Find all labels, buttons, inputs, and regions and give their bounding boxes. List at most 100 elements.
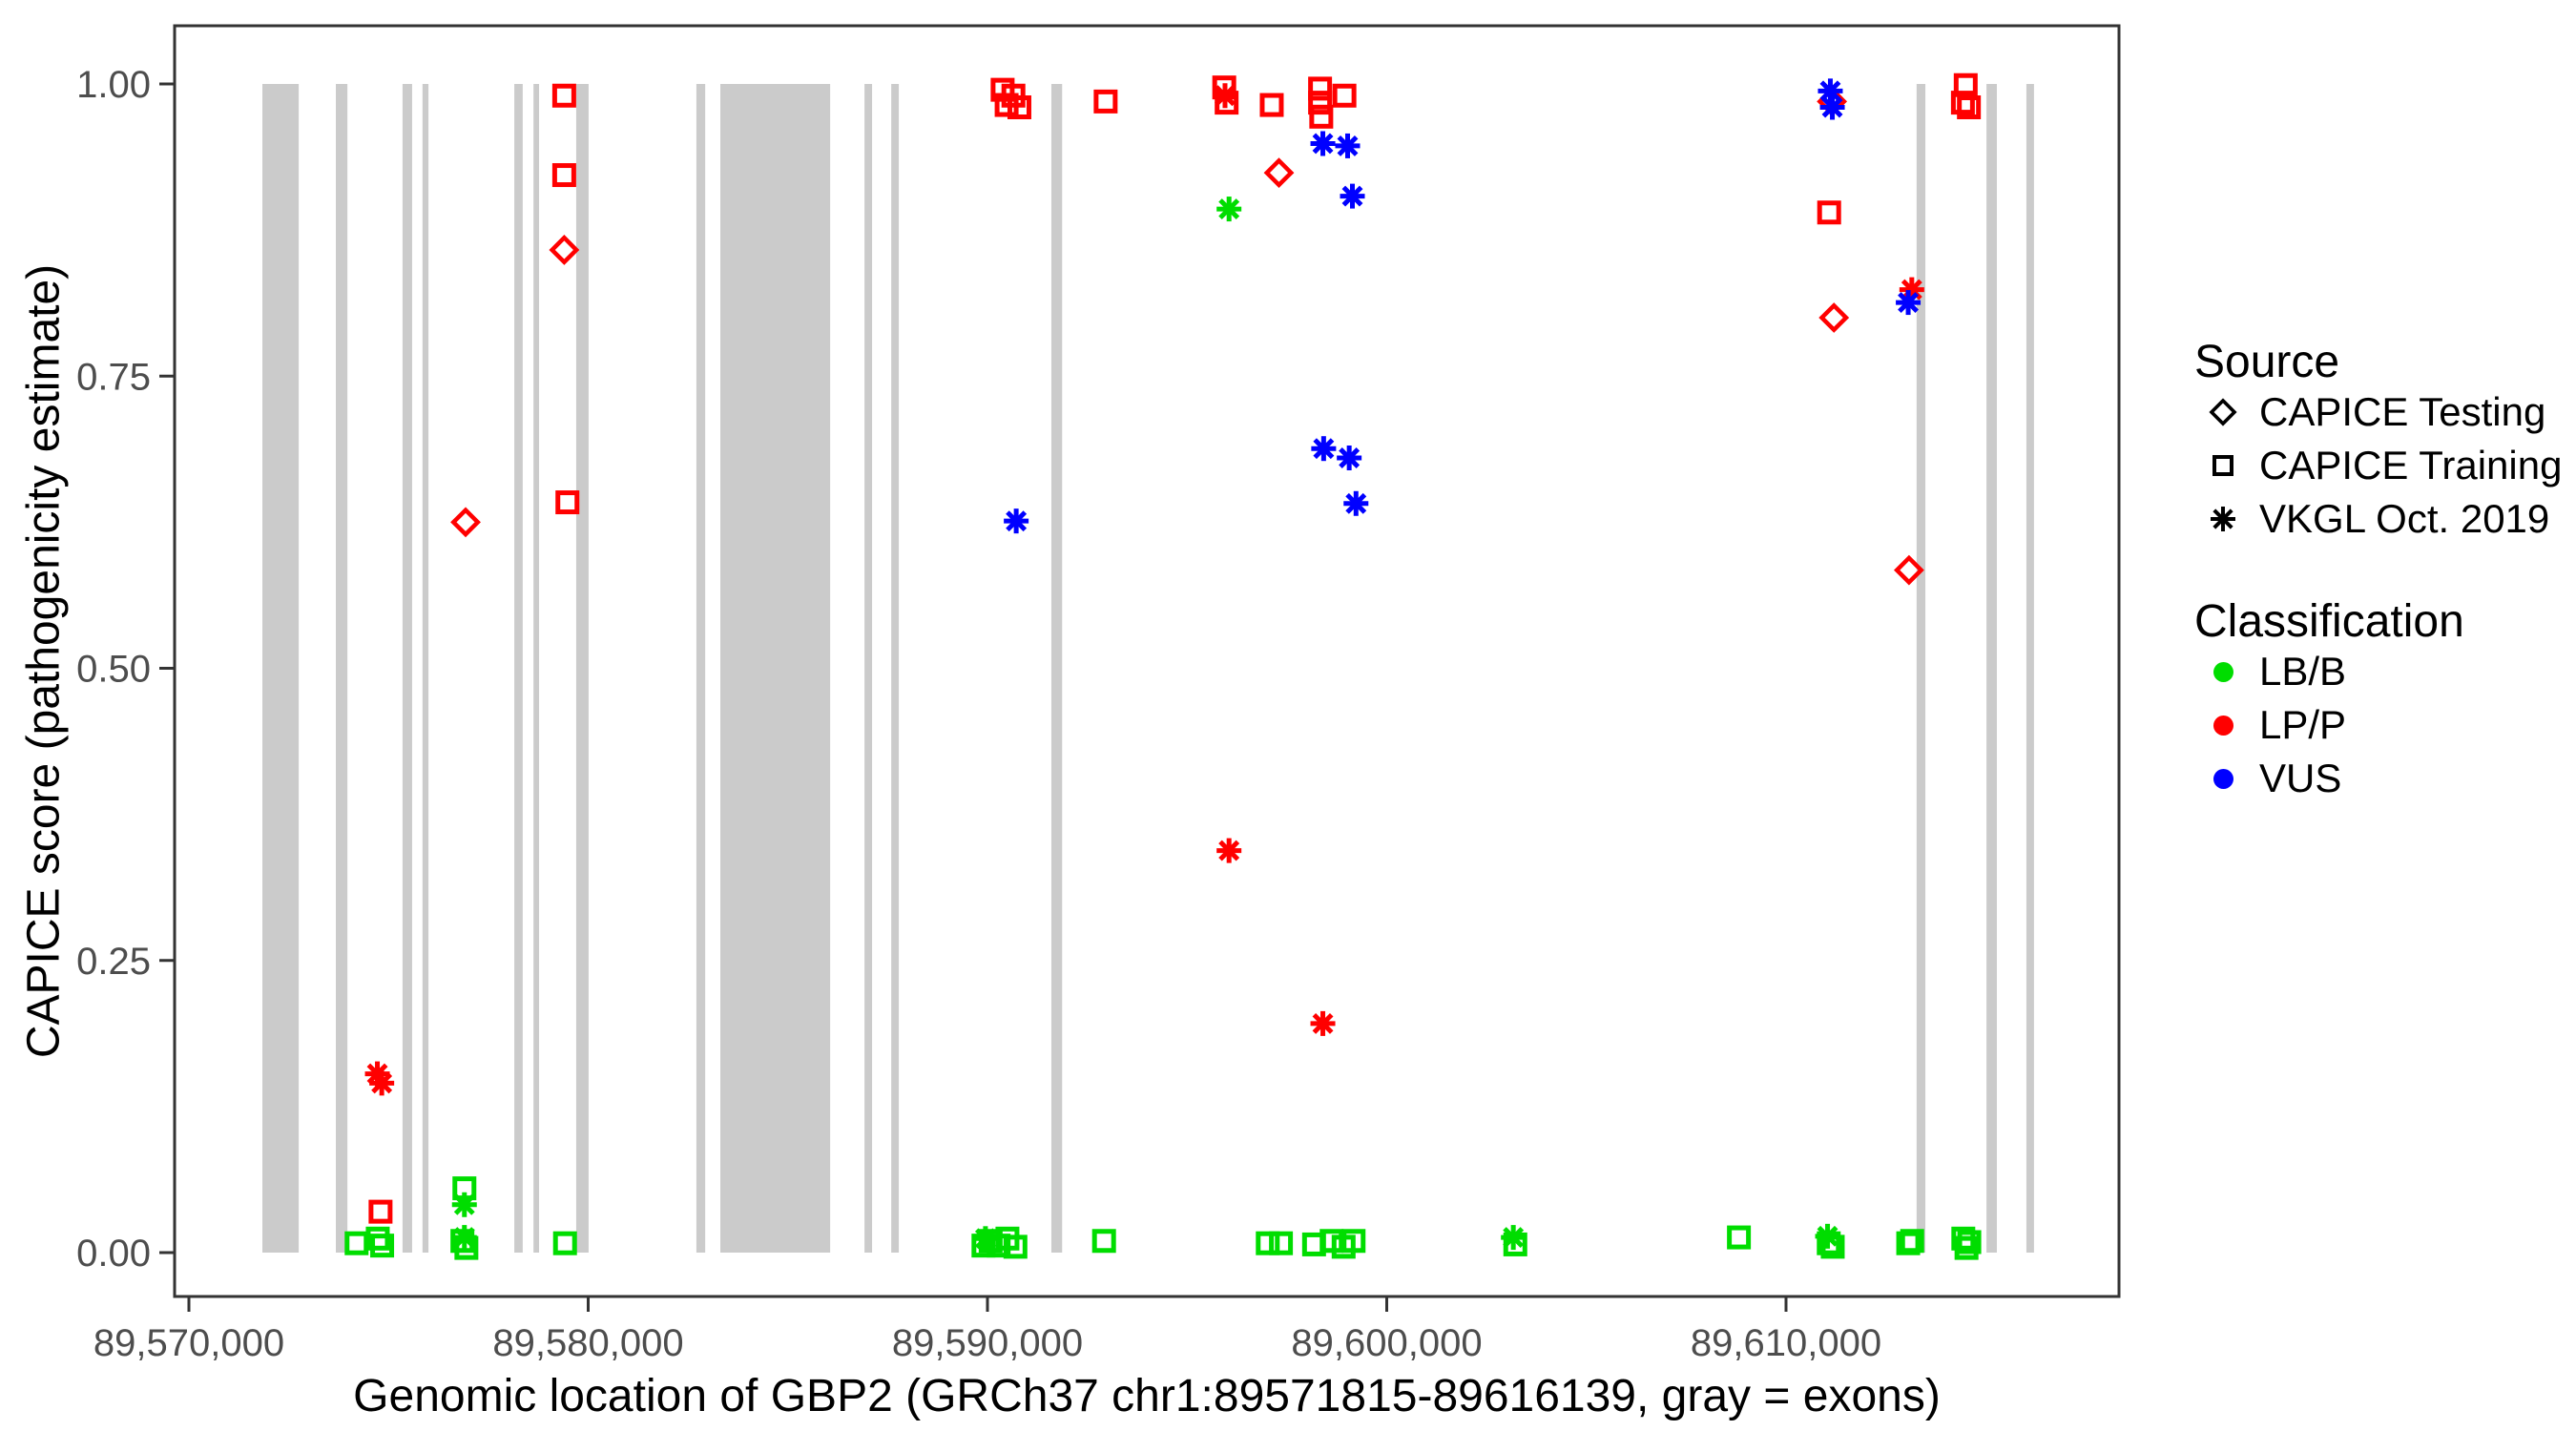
square-icon — [2194, 446, 2252, 485]
exon-band — [1916, 84, 1926, 1253]
legend-item-vkgl: VKGL Oct. 2019 — [2194, 492, 2549, 546]
legend-item-label: VKGL Oct. 2019 — [2259, 496, 2550, 541]
legend-item-label: VUS — [2259, 756, 2342, 800]
data-point-square — [368, 1199, 393, 1224]
red-dot-icon — [2194, 715, 2252, 736]
data-point-square — [1950, 91, 1975, 115]
exon-band — [533, 84, 540, 1253]
data-point-diamond — [1893, 554, 1924, 586]
exon-band — [514, 84, 523, 1253]
legend-item-lpp: LP/P — [2194, 698, 2346, 752]
exon-band — [262, 84, 300, 1253]
asterisk-icon — [2194, 500, 2252, 538]
data-point-asterisk — [1310, 131, 1336, 156]
y-axis-title: CAPICE score (pathogenicity estimate) — [18, 263, 70, 1059]
data-point-asterisk — [369, 1070, 395, 1096]
data-point-square — [370, 1234, 395, 1258]
data-point-square — [1093, 89, 1118, 114]
data-point-asterisk — [1818, 78, 1843, 104]
data-point-square — [1256, 1231, 1280, 1255]
exon-band — [864, 84, 873, 1253]
data-point-square — [1954, 1235, 1979, 1260]
data-point-asterisk — [1004, 508, 1029, 534]
green-dot-icon — [2194, 661, 2252, 682]
blue-dot-icon — [2194, 768, 2252, 789]
data-point-asterisk — [1819, 94, 1845, 120]
legend-item-lbb: LB/B — [2194, 645, 2346, 698]
legend-item-label: LB/B — [2259, 649, 2347, 694]
axes: 0.00 0.25 0.50 0.75 1.00 89,570,000 89,580,000… — [76, 64, 1881, 1364]
exon-band — [720, 84, 831, 1253]
data-point-square — [1957, 1230, 1982, 1255]
data-point-square — [1308, 76, 1333, 101]
legend-item-capice-testing: CAPICE Testing — [2194, 385, 2545, 439]
data-point-square — [1900, 1229, 1924, 1254]
data-point-asterisk — [1213, 83, 1238, 109]
x-tick-label: 89,580,000 — [492, 1322, 683, 1364]
x-axis-title: Genomic location of GBP2 (GRCh37 chr1:89… — [353, 1371, 1941, 1421]
legend-item-vus: VUS — [2194, 752, 2341, 805]
data-points — [344, 73, 1982, 1260]
data-point-square — [551, 163, 576, 188]
data-point-square — [1341, 1229, 1366, 1254]
legend: Source CAPICE Testing CAPICE Training VK… — [2194, 336, 2576, 832]
x-tick-label: 89,600,000 — [1291, 1322, 1482, 1364]
legend-classification-title: Classification — [2194, 596, 2464, 647]
diamond-icon — [2194, 393, 2252, 431]
data-point-square — [1319, 1229, 1344, 1254]
y-tick-label: 0.00 — [76, 1233, 151, 1275]
y-tick-label: 0.75 — [76, 356, 151, 398]
data-point-asterisk — [1216, 197, 1242, 222]
data-point-square — [1957, 95, 1982, 119]
data-point-asterisk — [1337, 446, 1362, 470]
exon-band — [891, 84, 900, 1253]
data-point-square — [1003, 1234, 1028, 1259]
legend-item-label: CAPICE Testing — [2259, 389, 2546, 434]
exon-band — [2025, 84, 2034, 1253]
x-tick-label: 89,570,000 — [93, 1322, 284, 1364]
exon-band — [696, 84, 706, 1253]
legend-source-title: Source — [2194, 337, 2340, 387]
exon-band — [422, 84, 429, 1253]
data-point-asterisk — [1815, 1223, 1840, 1249]
data-point-asterisk — [972, 1226, 998, 1252]
data-point-diamond — [549, 235, 580, 265]
data-point-square — [1269, 1231, 1294, 1255]
data-point-diamond — [1818, 302, 1850, 333]
data-point-asterisk — [1501, 1225, 1527, 1251]
data-point-asterisk — [451, 1192, 477, 1217]
data-point-square — [1332, 83, 1357, 108]
data-point-square — [551, 83, 576, 108]
data-point-square — [365, 1226, 390, 1251]
legend-item-label: LP/P — [2259, 702, 2347, 747]
x-tick-label: 89,610,000 — [1691, 1322, 1881, 1364]
exon-band — [575, 84, 589, 1253]
legend-item-label: CAPICE Training — [2259, 443, 2563, 487]
data-point-asterisk — [1343, 490, 1369, 516]
y-tick-label: 0.50 — [76, 649, 151, 691]
panel-border — [173, 24, 2121, 1298]
data-point-asterisk — [451, 1225, 477, 1251]
data-point-square — [1007, 95, 1031, 119]
legend-item-capice-training: CAPICE Training — [2194, 439, 2562, 492]
data-point-asterisk — [1335, 133, 1361, 158]
exon-band — [1050, 84, 1063, 1253]
data-point-square — [1308, 91, 1333, 115]
data-point-square — [1309, 104, 1334, 129]
x-tick-label: 89,590,000 — [892, 1322, 1083, 1364]
data-point-asterisk — [1310, 1010, 1336, 1036]
exon-band — [336, 84, 348, 1253]
exon-bands — [262, 84, 2034, 1253]
y-tick-label: 1.00 — [76, 64, 151, 106]
data-point-diamond — [1263, 157, 1295, 189]
data-point-square — [552, 1231, 577, 1255]
data-point-square — [1817, 200, 1841, 225]
data-point-square — [555, 490, 580, 515]
data-point-diamond — [450, 507, 481, 538]
data-point-square — [344, 1231, 369, 1255]
data-point-square — [1091, 1229, 1116, 1254]
data-point-asterisk — [1896, 290, 1922, 316]
data-point-asterisk — [1216, 838, 1242, 863]
data-point-asterisk — [1311, 436, 1337, 462]
